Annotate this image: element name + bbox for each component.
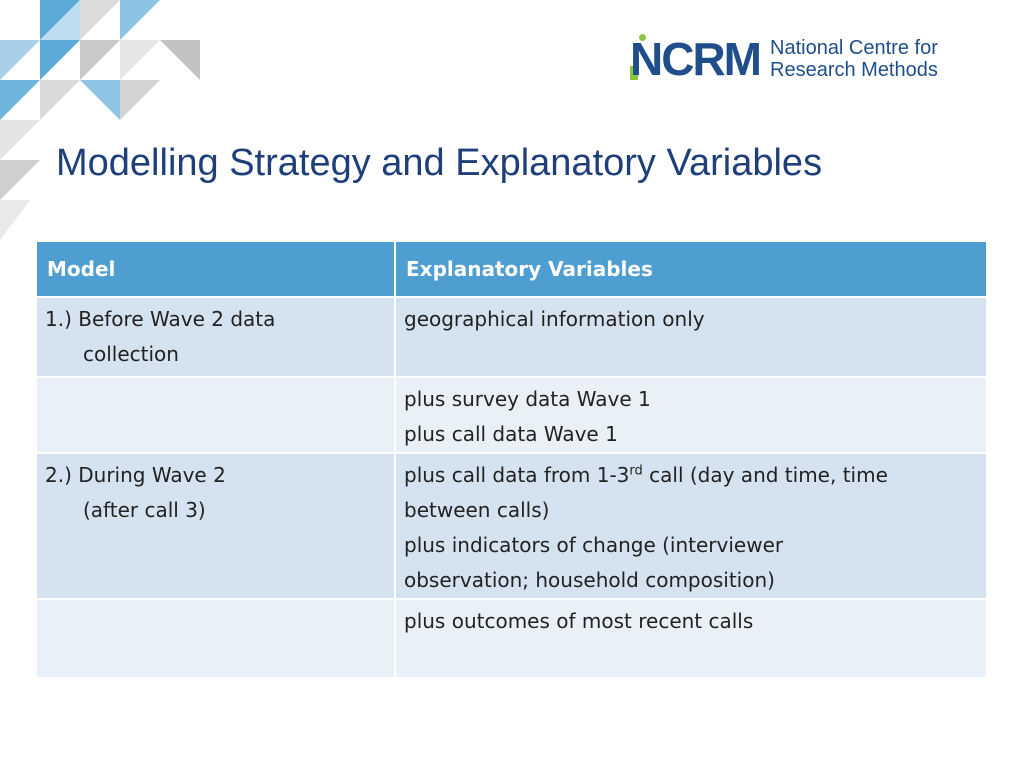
table-row: 2.) During Wave 2 (after call 3) plus ca… [37,452,988,599]
variables-cell: geographical information only [395,296,988,377]
variable-item-continuation: between calls) [404,498,550,522]
model-line1: 1.) Before Wave 2 data [45,307,276,331]
call-data-suffix: call (day and time, time [642,463,888,487]
logo-letters-crm: CRM [661,33,762,85]
slide-title: Modelling Strategy and Explanatory Varia… [56,142,823,184]
ncrm-logo: N CRM National Centre for Research Method… [630,34,938,84]
header-explanatory-variables: Explanatory Variables [395,242,988,297]
variable-item: plus call data from 1-3rd call (day and … [404,458,978,493]
header-model: Model [37,242,396,297]
table-row: plus outcomes of most recent calls [37,598,988,677]
decorative-triangle-pattern [0,0,200,240]
logo-letter-n: N [630,33,663,85]
table-row: 1.) Before Wave 2 data collection geogra… [37,296,988,377]
model-cell: 2.) During Wave 2 (after call 3) [37,452,396,599]
variables-cell: plus outcomes of most recent calls [395,598,988,677]
table-row: plus survey data Wave 1 plus call data W… [37,376,988,453]
logo-name-line2: Research Methods [770,59,938,81]
variables-cell: plus call data from 1-3rd call (day and … [395,452,988,599]
variable-item: plus outcomes of most recent calls [404,609,754,633]
call-data-prefix: plus call data from 1-3 [404,463,630,487]
variable-item: plus survey data Wave 1 [404,387,651,411]
ncrm-logo-mark: N CRM [630,33,762,85]
model-cell [37,598,396,677]
variable-item: plus indicators of change (interviewer [404,533,784,557]
model-cell: 1.) Before Wave 2 data collection [37,296,396,377]
variable-item-continuation: observation; household composition) [404,568,775,592]
variable-item: geographical information only [404,307,705,331]
call-ordinal-suffix: rd [629,463,643,479]
logo-dot [639,34,646,41]
logo-organisation-name: National Centre for Research Methods [770,37,938,81]
model-line1: 2.) During Wave 2 [45,463,226,487]
model-cell [37,376,396,453]
variable-item: plus call data Wave 1 [404,422,618,446]
model-line2: collection [83,342,179,366]
model-variables-table: Model Explanatory Variables 1.) Before W… [37,242,988,677]
logo-accent-shape [630,66,638,80]
variables-cell: plus survey data Wave 1 plus call data W… [395,376,988,453]
table-header-row: Model Explanatory Variables [37,242,988,297]
model-line2: (after call 3) [83,498,206,522]
logo-name-line1: National Centre for [770,37,938,59]
